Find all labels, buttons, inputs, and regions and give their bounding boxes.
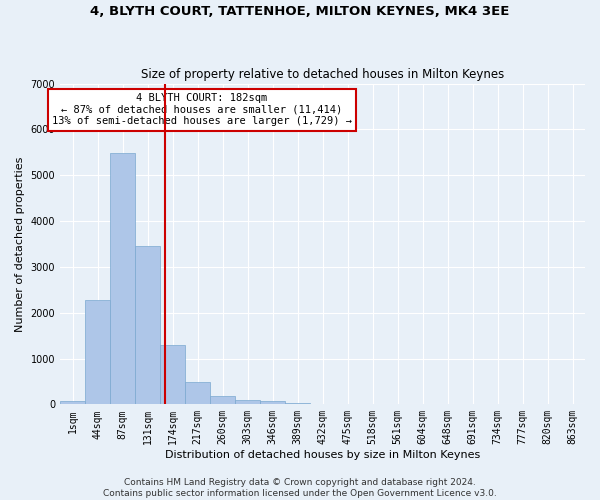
Bar — [85, 300, 110, 405]
Bar — [60, 400, 85, 404]
Bar — [285, 402, 310, 404]
Text: 4, BLYTH COURT, TATTENHOE, MILTON KEYNES, MK4 3EE: 4, BLYTH COURT, TATTENHOE, MILTON KEYNES… — [91, 5, 509, 18]
Text: 4 BLYTH COURT: 182sqm
← 87% of detached houses are smaller (11,414)
13% of semi-: 4 BLYTH COURT: 182sqm ← 87% of detached … — [52, 93, 352, 126]
Bar — [160, 345, 185, 405]
Bar — [260, 401, 285, 404]
Bar — [235, 400, 260, 404]
Text: Contains HM Land Registry data © Crown copyright and database right 2024.
Contai: Contains HM Land Registry data © Crown c… — [103, 478, 497, 498]
Bar — [185, 382, 210, 404]
Bar — [110, 153, 135, 405]
Title: Size of property relative to detached houses in Milton Keynes: Size of property relative to detached ho… — [141, 68, 504, 81]
Bar — [135, 246, 160, 404]
Bar — [210, 396, 235, 404]
Y-axis label: Number of detached properties: Number of detached properties — [15, 156, 25, 332]
X-axis label: Distribution of detached houses by size in Milton Keynes: Distribution of detached houses by size … — [165, 450, 480, 460]
